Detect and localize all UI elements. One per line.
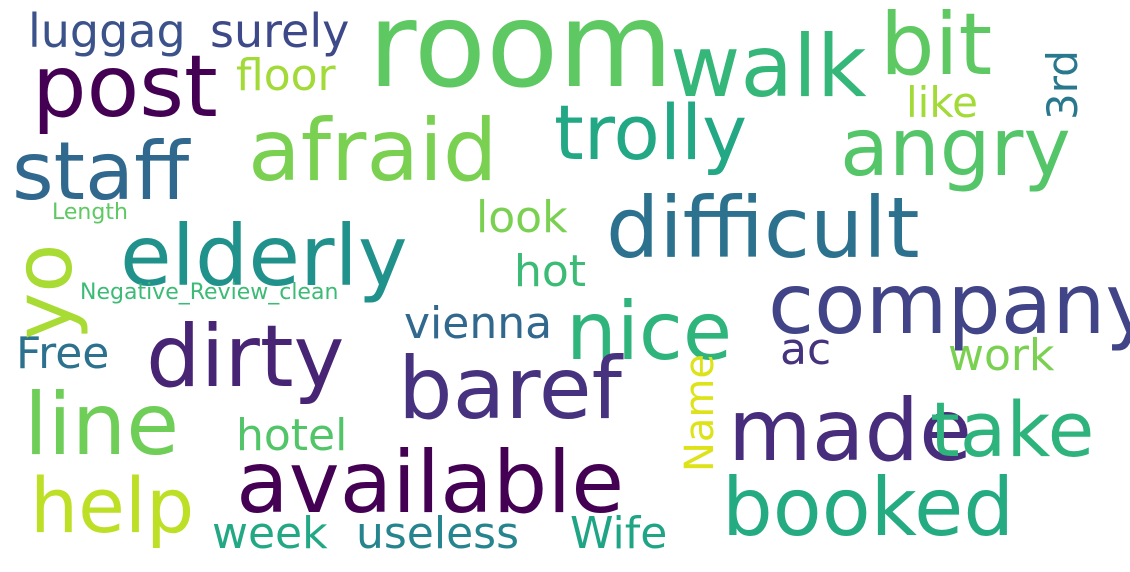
word-trolly: trolly (554, 88, 748, 177)
word-Wife: Wife (570, 508, 668, 559)
word-hotel: hotel (236, 410, 348, 461)
word-look: look (476, 192, 568, 243)
word-like: like (906, 78, 979, 127)
word-dirty: dirty (146, 307, 345, 407)
word-Length: Length (52, 200, 128, 225)
word-difficult: difficult (606, 179, 920, 277)
word-luggag: luggag (28, 4, 186, 58)
word-line: line (24, 375, 180, 475)
word-elderly: elderly (120, 207, 408, 305)
word-room: room (368, 0, 674, 114)
word-vienna: vienna (404, 298, 553, 349)
word-surely: surely (210, 4, 350, 58)
word-booked: booked (722, 461, 1015, 554)
word-Negative_Review_clean: Negative_Review_clean (80, 280, 339, 305)
word-Free: Free (16, 328, 110, 379)
word-bit: bit (880, 0, 993, 95)
word-help: help (30, 461, 195, 550)
word-post: post (32, 37, 218, 137)
word-useless: useless (356, 508, 520, 559)
word-nice: nice (566, 285, 733, 378)
word-baref: baref (398, 339, 622, 439)
word-made: made (728, 381, 972, 481)
word-floor: floor (236, 50, 336, 101)
word-work: work (948, 330, 1055, 381)
word-staff: staff (12, 125, 190, 218)
word-available: available (236, 433, 625, 533)
word-Name: Name (677, 353, 723, 472)
word-hot: hot (514, 246, 587, 297)
word-3rd: 3rd (1038, 50, 1087, 120)
word-walk: walk (670, 17, 867, 117)
word-company: company (768, 255, 1130, 353)
word-ac: ac (780, 324, 832, 375)
word-afraid: afraid (248, 101, 498, 201)
word-week: week (212, 508, 328, 559)
word-angry: angry (840, 101, 1071, 194)
word-take: take (930, 385, 1095, 474)
word-yo: yo (0, 243, 90, 340)
